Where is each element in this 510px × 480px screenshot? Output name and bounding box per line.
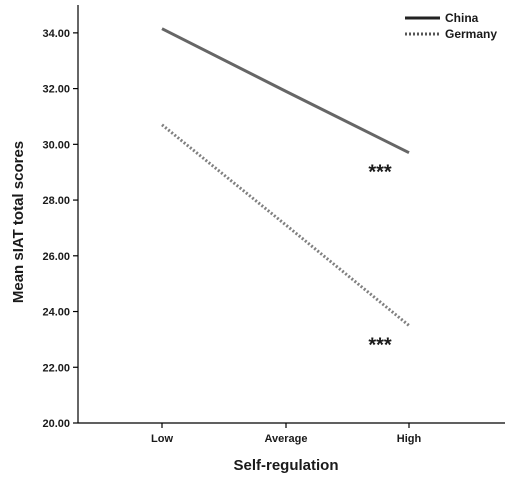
x-tick-label: High <box>397 433 422 445</box>
legend-item-china: China <box>405 11 479 25</box>
significance-annotation-germany: *** <box>368 334 392 356</box>
y-tick-label: 24.00 <box>42 307 70 319</box>
x-axis-ticks: Low Average High <box>151 423 421 445</box>
y-tick-label: 20.00 <box>42 418 70 430</box>
y-tick-label: 32.00 <box>42 84 70 96</box>
series-line-china <box>161 27 410 155</box>
legend: China Germany <box>405 11 497 41</box>
y-tick-label: 34.00 <box>42 28 70 40</box>
y-tick-label: 30.00 <box>42 139 70 151</box>
y-axis-ticks: 20.00 22.00 24.00 26.00 28.00 30.00 32.00 34.00 <box>42 28 78 430</box>
y-tick-label: 22.00 <box>42 362 70 374</box>
y-tick-label: 28.00 <box>42 195 70 207</box>
x-axis-title: Self-regulation <box>233 457 338 474</box>
significance-annotation-china: *** <box>368 162 392 184</box>
y-tick-label: 26.00 <box>42 251 70 263</box>
legend-label-china: China <box>445 11 479 25</box>
legend-label-germany: Germany <box>445 27 497 41</box>
x-tick-label: Average <box>264 433 307 445</box>
series-layer: *** *** <box>161 27 410 356</box>
series-line-germany <box>161 123 410 327</box>
x-tick-label: Low <box>151 433 173 445</box>
y-axis-title: Mean sIAT total scores <box>10 141 27 303</box>
legend-item-germany: Germany <box>405 27 497 41</box>
